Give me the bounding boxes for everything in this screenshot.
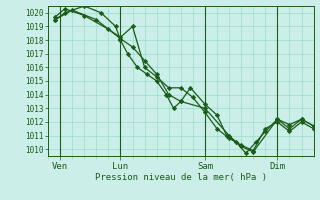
X-axis label: Pression niveau de la mer( hPa ): Pression niveau de la mer( hPa ) [95, 173, 267, 182]
